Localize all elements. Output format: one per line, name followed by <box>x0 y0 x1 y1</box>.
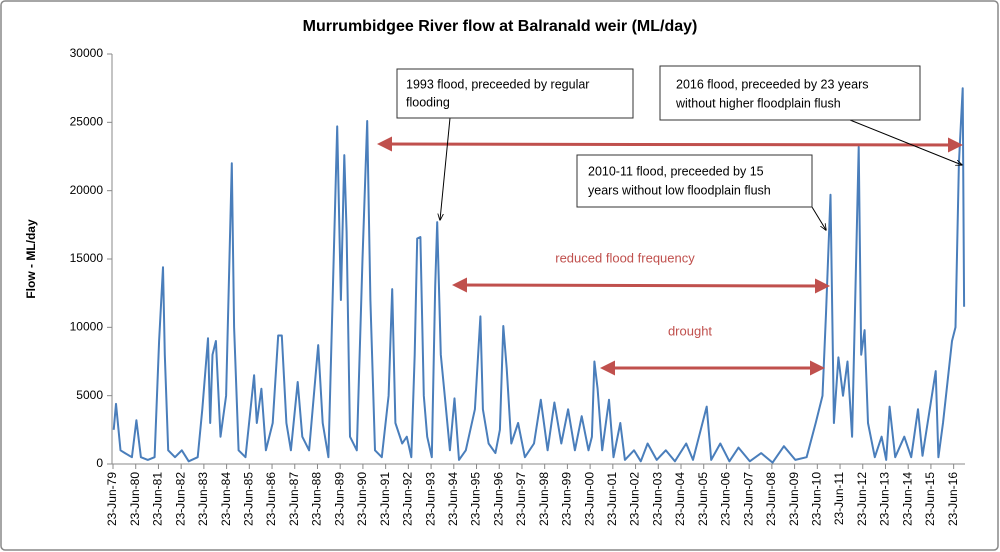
x-tick-label: 23-Jun-16 <box>946 472 960 526</box>
x-tick-label: 23-Jun-83 <box>196 472 210 526</box>
annotation-text: 2010-11 flood, preceeded by 15 <box>588 164 764 178</box>
red-arrow <box>452 277 830 294</box>
x-tick-label: 23-Jun-88 <box>310 472 324 526</box>
x-tick-label: 23-Jun-85 <box>241 472 255 526</box>
x-tick-label: 23-Jun-01 <box>605 472 619 526</box>
callout-box <box>396 68 634 119</box>
x-tick-label: 23-Jun-06 <box>719 472 733 526</box>
flow-line <box>112 87 966 464</box>
annotation-text: drought <box>668 323 712 338</box>
y-tick-label: 25000 <box>70 115 104 129</box>
x-tick-label: 23-Jun-87 <box>287 472 301 526</box>
y-tick-label: 15000 <box>70 251 104 265</box>
x-tick-label: 23-Jun-08 <box>764 472 778 526</box>
x-tick-label: 23-Jun-97 <box>514 472 528 526</box>
x-tick-label: 23-Jun-11 <box>832 472 846 525</box>
x-tick-label: 23-Jun-86 <box>264 472 278 526</box>
x-tick-label: 23-Jun-04 <box>673 472 687 526</box>
x-tick-label: 23-Jun-10 <box>809 472 823 526</box>
x-tick-label: 23-Jun-90 <box>355 472 369 526</box>
annotation-text: reduced flood frequency <box>555 250 695 265</box>
x-tick-label: 23-Jun-96 <box>491 472 505 526</box>
red-arrow <box>377 136 963 153</box>
x-tick-label: 23-Jun-02 <box>628 472 642 526</box>
callout-box <box>576 154 813 208</box>
x-tick-label: 23-Jun-07 <box>741 472 755 526</box>
x-tick-label: 23-Jun-13 <box>878 472 892 526</box>
y-tick-label: 20000 <box>70 183 104 197</box>
y-tick-label: 10000 <box>70 320 104 334</box>
annotation-text: without higher floodplain flush <box>675 96 841 110</box>
callout-arrow <box>440 117 451 220</box>
x-tick-label: 23-Jun-93 <box>423 472 437 526</box>
y-tick-label: 30000 <box>70 46 104 60</box>
y-tick-label: 0 <box>96 456 103 470</box>
x-tick-label: 23-Jun-15 <box>923 472 937 526</box>
x-tick-label: 23-Jun-14 <box>900 472 914 526</box>
x-tick-label: 23-Jun-79 <box>105 472 119 526</box>
x-tick-label: 23-Jun-84 <box>219 472 233 526</box>
x-tick-label: 23-Jun-00 <box>582 472 596 526</box>
chart-title: Murrumbidgee River flow at Balranald wei… <box>303 18 698 35</box>
x-tick-label: 23-Jun-81 <box>151 472 165 526</box>
x-tick-label: 23-Jun-80 <box>128 472 142 526</box>
x-tick-label: 23-Jun-03 <box>650 472 664 526</box>
x-tick-label: 23-Jun-09 <box>787 472 801 526</box>
x-tick-label: 23-Jun-94 <box>446 472 460 526</box>
y-axis-label: Flow - ML/day <box>24 219 38 299</box>
x-tick-label: 23-Jun-82 <box>173 472 187 526</box>
y-tick-label: 5000 <box>76 388 103 402</box>
annotation-text: 2016 flood, preceeded by 23 years <box>676 77 869 91</box>
x-tick-label: 23-Jun-91 <box>378 472 392 526</box>
annotation-text: years without low floodplain flush <box>588 183 771 197</box>
x-tick-label: 23-Jun-89 <box>332 472 346 526</box>
annotation-text: flooding <box>406 95 450 109</box>
callout-arrow <box>811 206 826 230</box>
x-tick-label: 23-Jun-92 <box>401 472 415 526</box>
x-tick-label: 23-Jun-98 <box>537 472 551 526</box>
x-tick-label: 23-Jun-12 <box>855 472 869 526</box>
x-tick-label: 23-Jun-95 <box>469 472 483 526</box>
callout-box <box>659 65 921 121</box>
x-tick-label: 23-Jun-99 <box>560 472 574 526</box>
annotation-text: 1993 flood, preceeded by regular <box>406 77 589 91</box>
x-tick-label: 23-Jun-05 <box>696 472 710 526</box>
callout-arrow <box>849 119 962 165</box>
annotations: 1993 flood, preceeded by regular floodin… <box>377 65 963 376</box>
